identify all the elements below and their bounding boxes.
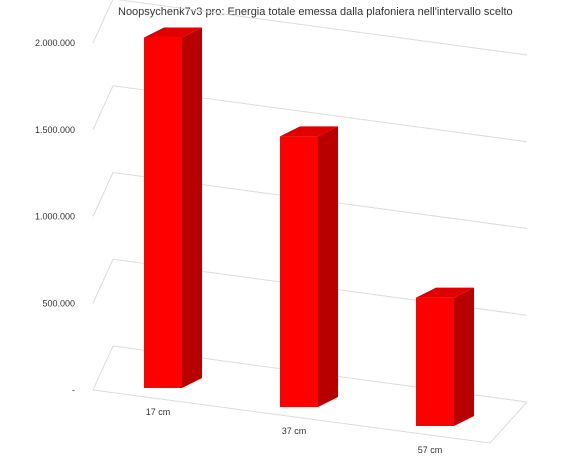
gridline-side	[92, 345, 114, 391]
bar-side	[454, 287, 474, 426]
gridline-side	[92, 0, 114, 44]
x-tick-label: 57 cm	[418, 445, 443, 455]
bar-front	[416, 297, 454, 426]
gridline-side	[92, 259, 114, 304]
y-tick-label: 500.000	[42, 298, 75, 308]
gridline-side	[92, 85, 114, 130]
gridline-side	[92, 172, 114, 217]
x-tick-label: 17 cm	[146, 407, 171, 417]
bar-top	[416, 287, 474, 298]
bar-top	[144, 27, 202, 38]
bar-front	[280, 136, 318, 407]
bars-layer	[144, 27, 474, 426]
floor-front-edge	[92, 389, 491, 444]
bar-top	[280, 126, 338, 137]
bar	[144, 27, 202, 389]
y-tick-label: 1.000.000	[35, 212, 75, 222]
bar-side	[182, 27, 202, 389]
chart-title: Noopsychenk7v3 pro: Energia totale emess…	[118, 6, 513, 18]
gridline	[116, 0, 528, 56]
y-tick-label: 1.500.000	[35, 125, 75, 135]
bar-front	[144, 37, 182, 388]
bar-side	[318, 126, 338, 407]
y-axis-tick-labels: - 500.000 1.000.000 1.500.000 2.000.000	[35, 38, 75, 395]
x-tick-label: 37 cm	[282, 426, 307, 436]
floor-edge	[489, 401, 528, 444]
bar	[416, 287, 474, 426]
x-axis-tick-labels: 17 cm 37 cm 57 cm	[146, 407, 443, 455]
y-tick-label: 2.000.000	[35, 38, 75, 48]
bar	[280, 126, 338, 407]
y-tick-label: -	[72, 385, 75, 395]
